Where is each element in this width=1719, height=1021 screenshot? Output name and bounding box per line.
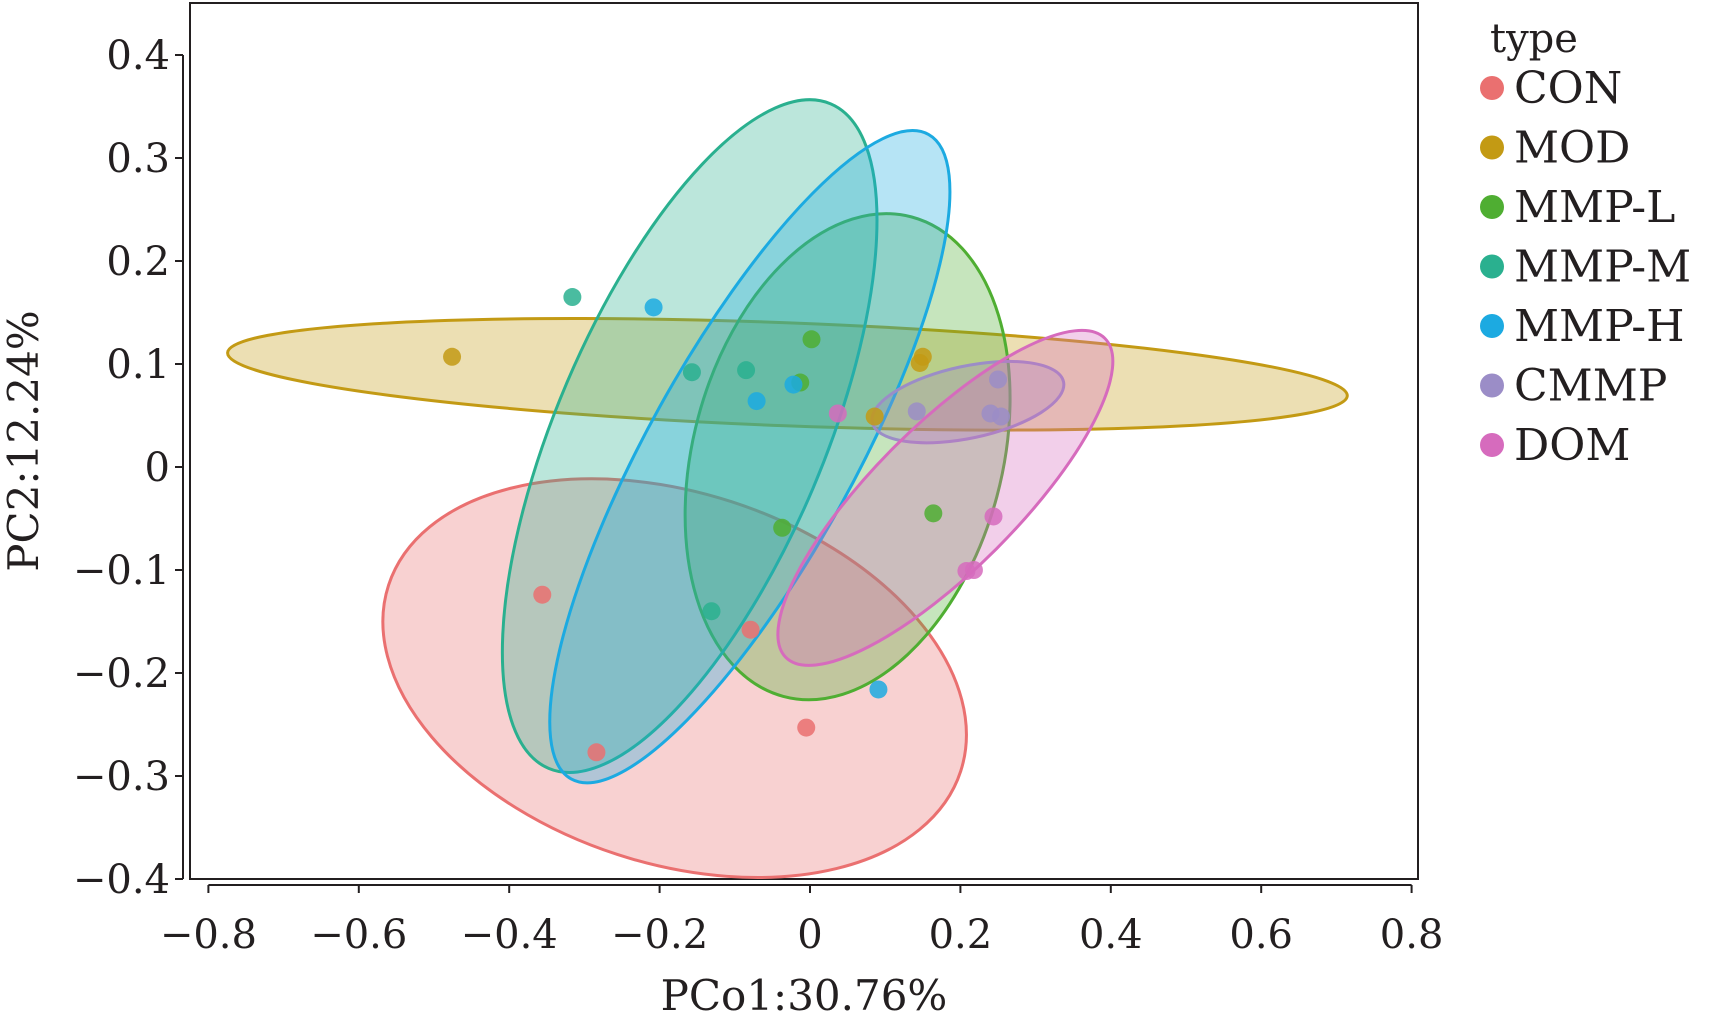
x-tick-label: −0.8: [160, 912, 257, 958]
point-mmp-h-1: [644, 298, 663, 317]
legend-label-dom: DOM: [1514, 420, 1630, 471]
axes-layer: −0.8 −0.6 −0.4 −0.2 0 0.2 0.4 0.6 0.8 0.4 0.3 0.2 0.…: [73, 33, 1444, 958]
x-tick-label: 0.2: [929, 912, 993, 958]
y-tick-label: 0.4: [106, 33, 170, 79]
y-tick-label: −0.3: [73, 754, 170, 800]
legend-key-mmp-l: [1480, 195, 1504, 219]
y-tick-label: 0.1: [106, 342, 170, 388]
y-tick-label: 0.3: [106, 136, 170, 182]
point-mmp-h-4: [869, 680, 888, 699]
y-tick-label: −0.1: [73, 548, 170, 594]
point-con-1: [533, 585, 552, 604]
x-tick-label: −0.6: [310, 912, 407, 958]
x-tick-label: 0.6: [1229, 912, 1293, 958]
y-tick-label: −0.2: [73, 651, 170, 697]
point-con-3: [741, 620, 760, 639]
point-con-2: [587, 743, 606, 762]
ellipse-mod: [226, 317, 1349, 432]
legend-key-con: [1480, 76, 1504, 100]
y-tick-label: 0.2: [106, 239, 170, 285]
x-tick-label: 0.8: [1380, 912, 1444, 958]
point-mod-2: [865, 407, 884, 426]
point-mmp-m-4: [702, 602, 721, 621]
legend-key-mmp-h: [1480, 314, 1504, 338]
y-tick-label: 0: [145, 445, 170, 491]
legend: type CON MOD MMP-L MMP-M MMP-H CMMP DOM: [1480, 16, 1691, 471]
point-mod-1: [443, 347, 462, 366]
x-tick-label: 0.4: [1079, 912, 1143, 958]
legend-label-mmp-l: MMP-L: [1514, 182, 1675, 233]
legend-label-cmmp: CMMP: [1514, 361, 1667, 412]
point-mmp-m-2: [682, 363, 701, 382]
x-tick-label: −0.4: [461, 912, 558, 958]
point-dom-4: [964, 561, 983, 579]
legend-title: type: [1490, 16, 1578, 62]
y-tick-label: −0.4: [73, 857, 170, 903]
point-mmp-h-3: [784, 375, 803, 394]
ellipse-mmp-l: [683, 212, 1012, 702]
point-con-4: [797, 718, 816, 737]
x-axis-title: PCo1:30.76%: [661, 971, 948, 1020]
points-layer: [443, 288, 1011, 762]
point-mmp-l-3: [924, 504, 943, 523]
point-cmmp-2: [907, 402, 926, 421]
point-dom-1: [828, 404, 847, 423]
point-dom-2: [984, 507, 1003, 526]
legend-key-mod: [1480, 135, 1504, 160]
point-mmp-m-1: [563, 288, 582, 307]
legend-label-mod: MOD: [1514, 123, 1630, 174]
point-mod-4: [910, 353, 929, 372]
legend-label-con: CON: [1514, 63, 1622, 114]
point-cmmp-4: [992, 407, 1011, 426]
legend-key-cmmp: [1480, 373, 1504, 398]
legend-label-mmp-m: MMP-M: [1514, 242, 1691, 293]
point-mmp-l-2: [773, 518, 792, 537]
y-axis-title: PC2:12.24%: [0, 310, 48, 571]
legend-label-mmp-h: MMP-H: [1514, 301, 1685, 352]
x-tick-label: −0.2: [611, 912, 708, 958]
ellipse-dom: [776, 328, 1115, 667]
point-mmp-h-2: [747, 392, 766, 411]
legend-key-mmp-m: [1480, 254, 1504, 279]
point-mmp-l-1: [802, 330, 821, 349]
legend-key-dom: [1480, 433, 1504, 457]
point-cmmp-1: [989, 370, 1007, 389]
ellipse-con: [381, 477, 968, 879]
ellipses-layer: [226, 98, 1349, 879]
ellipse-mmp-m: [500, 98, 879, 774]
x-tick-label: 0: [797, 912, 822, 958]
point-mmp-m-3: [737, 361, 756, 380]
